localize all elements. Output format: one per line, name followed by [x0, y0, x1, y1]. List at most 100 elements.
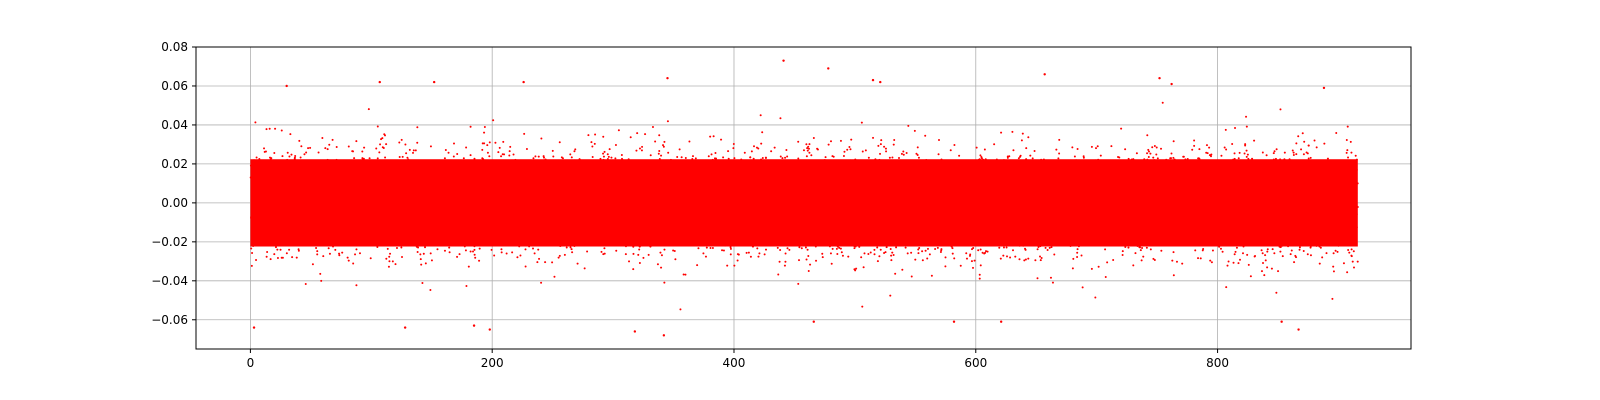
scatter-point: [710, 184, 713, 187]
scatter-point: [691, 157, 694, 160]
scatter-point: [1019, 205, 1022, 208]
scatter-point: [287, 241, 290, 244]
scatter-point: [387, 175, 390, 178]
scatter-point: [1029, 229, 1032, 232]
scatter-point: [625, 181, 628, 184]
scatter-point: [337, 206, 340, 209]
scatter-point: [1193, 226, 1196, 229]
scatter-point: [1326, 234, 1329, 237]
scatter-point: [1248, 211, 1251, 214]
scatter-point: [1176, 236, 1179, 239]
scatter-point: [489, 200, 492, 203]
scatter-point: [401, 229, 404, 232]
scatter-point: [488, 212, 491, 215]
scatter-point: [869, 189, 872, 192]
scatter-point: [727, 161, 730, 164]
scatter-point: [507, 183, 510, 186]
scatter-point: [800, 198, 803, 201]
scatter-point: [850, 185, 853, 188]
scatter-point: [1245, 155, 1248, 158]
scatter-point: [644, 194, 647, 197]
scatter-point: [310, 222, 313, 225]
scatter-point: [798, 174, 801, 177]
scatter-point: [930, 208, 933, 211]
scatter-point: [1055, 189, 1058, 192]
scatter-point: [1086, 216, 1089, 219]
scatter-point: [363, 180, 366, 183]
scatter-point: [1350, 177, 1353, 180]
scatter-point: [1000, 198, 1003, 201]
scatter-point: [442, 182, 445, 185]
scatter-point: [794, 231, 797, 234]
scatter-point: [1236, 176, 1239, 179]
scatter-point: [314, 194, 317, 197]
scatter-point: [255, 190, 258, 193]
scatter-point: [1173, 158, 1176, 161]
scatter-point: [446, 202, 449, 205]
scatter-point: [1140, 175, 1143, 178]
scatter-point: [398, 216, 401, 219]
scatter-point: [527, 199, 530, 202]
scatter-point: [691, 199, 694, 202]
scatter-point: [467, 223, 470, 226]
scatter-point: [1234, 209, 1237, 212]
scatter-point: [853, 170, 856, 173]
scatter-point: [360, 210, 363, 213]
scatter-point: [838, 246, 841, 249]
scatter-point: [1060, 230, 1063, 233]
scatter-point: [714, 169, 717, 172]
scatter-point: [693, 211, 696, 214]
scatter-point: [1031, 180, 1034, 183]
scatter-point: [261, 214, 264, 217]
scatter-point: [700, 165, 703, 168]
scatter-point: [867, 166, 870, 169]
scatter-point: [1251, 224, 1254, 227]
scatter-point: [352, 219, 355, 222]
scatter-point: [710, 227, 713, 230]
scatter-point: [507, 199, 510, 202]
scatter-point: [870, 163, 873, 166]
scatter-point: [861, 205, 864, 208]
scatter-point: [808, 151, 811, 154]
scatter-point: [1322, 162, 1325, 165]
scatter-point: [424, 189, 427, 192]
scatter-point: [966, 221, 969, 224]
scatter-point: [1182, 170, 1185, 173]
scatter-point: [267, 212, 270, 215]
scatter-point: [257, 221, 260, 224]
scatter-point: [1182, 226, 1185, 229]
scatter-point: [790, 194, 793, 197]
scatter-point: [743, 229, 746, 232]
scatter-point: [1182, 200, 1185, 203]
scatter-point: [734, 230, 737, 233]
scatter-point: [1232, 158, 1235, 161]
scatter-point: [1044, 171, 1047, 174]
scatter-point: [753, 210, 756, 213]
scatter-point: [1115, 210, 1118, 213]
scatter-point: [735, 221, 738, 224]
scatter-point: [1110, 192, 1113, 195]
scatter-point: [1093, 204, 1096, 207]
scatter-point: [495, 178, 498, 181]
scatter-point: [448, 230, 451, 233]
scatter-point: [661, 181, 664, 184]
scatter-point: [1208, 234, 1211, 237]
scatter-point: [1004, 168, 1007, 171]
scatter-point: [1058, 207, 1061, 210]
scatter-point: [1234, 250, 1237, 253]
scatter-point: [905, 191, 908, 194]
scatter-point: [484, 231, 487, 234]
scatter-point: [268, 127, 271, 130]
scatter-point: [815, 259, 818, 262]
scatter-point: [1017, 184, 1020, 187]
scatter-point: [432, 210, 435, 213]
scatter-point: [981, 191, 984, 194]
scatter-point: [776, 226, 779, 229]
scatter-point: [380, 192, 383, 195]
scatter-point: [299, 156, 302, 159]
scatter-point: [801, 216, 804, 219]
scatter-point: [830, 224, 833, 227]
scatter-point: [503, 194, 506, 197]
scatter-point: [1201, 165, 1204, 168]
scatter-point: [322, 234, 325, 237]
